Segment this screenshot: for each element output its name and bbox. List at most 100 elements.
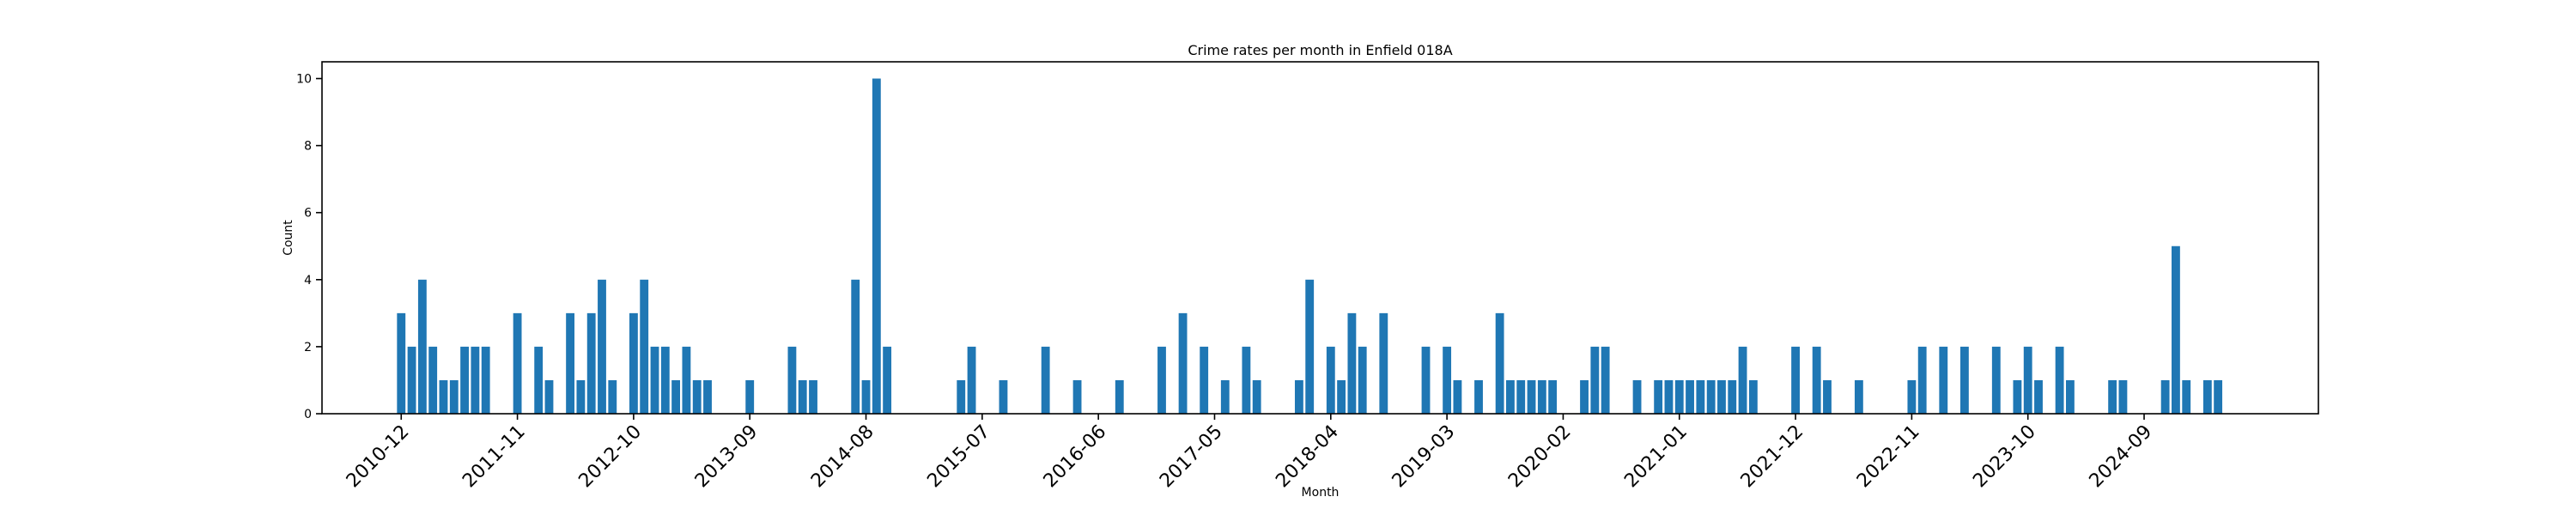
bar-2019-09 bbox=[1506, 379, 1515, 414]
bar-2011-05 bbox=[449, 379, 459, 414]
y-tick-label: 10 bbox=[296, 73, 312, 87]
bar-2014-08 bbox=[861, 379, 871, 414]
bar-2013-05 bbox=[703, 379, 712, 414]
x-axis-label: Month bbox=[1302, 486, 1340, 500]
bar-2012-08 bbox=[608, 379, 617, 414]
bar-2016-12 bbox=[1157, 346, 1166, 414]
bar-2023-02 bbox=[1939, 346, 1948, 414]
chart-title: Crime rates per month in Enfield 018A bbox=[1188, 42, 1452, 58]
bar-2023-11 bbox=[2034, 379, 2043, 414]
bar-2011-02 bbox=[417, 279, 427, 414]
bar-2025-01 bbox=[2182, 379, 2191, 414]
y-tick-label: 4 bbox=[304, 274, 312, 288]
bar-2023-10 bbox=[2023, 346, 2032, 414]
bar-2012-10 bbox=[629, 312, 638, 414]
bar-2018-04 bbox=[1326, 346, 1335, 414]
y-tick-label: 0 bbox=[304, 408, 312, 421]
bar-2025-04 bbox=[2214, 379, 2223, 414]
bar-2023-09 bbox=[2013, 379, 2022, 414]
plot-frame bbox=[321, 61, 2319, 415]
bar-2016-04 bbox=[1072, 379, 1082, 414]
bar-2021-06 bbox=[1728, 379, 1737, 414]
bar-2021-07 bbox=[1738, 346, 1747, 414]
bar-2024-02 bbox=[2065, 379, 2075, 414]
bar-2022-02 bbox=[1812, 346, 1821, 414]
bar-2021-04 bbox=[1706, 379, 1716, 414]
bar-2024-06 bbox=[2108, 379, 2117, 414]
bar-2014-01 bbox=[787, 346, 797, 414]
bar-2020-01 bbox=[1548, 379, 1558, 414]
bar-2014-03 bbox=[809, 379, 817, 414]
bar-2017-09 bbox=[1252, 379, 1261, 414]
bar-2011-08 bbox=[481, 346, 490, 414]
bar-2018-07 bbox=[1358, 346, 1367, 414]
bar-2022-11 bbox=[1907, 379, 1917, 414]
bar-2015-09 bbox=[999, 379, 1008, 414]
bar-2019-12 bbox=[1537, 379, 1546, 414]
bar-2019-08 bbox=[1495, 312, 1504, 414]
bar-2012-04 bbox=[566, 312, 575, 414]
bar-2014-09 bbox=[872, 78, 881, 415]
bar-2023-04 bbox=[1959, 346, 1969, 414]
bar-2016-01 bbox=[1041, 346, 1050, 414]
bar-2011-01 bbox=[407, 346, 416, 414]
bar-2011-07 bbox=[471, 346, 480, 414]
bar-2012-02 bbox=[544, 379, 554, 414]
bar-2016-08 bbox=[1115, 379, 1124, 414]
bar-2014-07 bbox=[851, 279, 860, 414]
bar-2012-07 bbox=[598, 279, 606, 414]
bar-2020-09 bbox=[1632, 379, 1642, 414]
bar-2013-09 bbox=[745, 379, 755, 414]
bar-2011-04 bbox=[439, 379, 448, 414]
bar-2020-11 bbox=[1654, 379, 1663, 414]
bar-2020-12 bbox=[1664, 379, 1674, 414]
bar-2011-06 bbox=[460, 346, 469, 414]
bar-2019-01 bbox=[1421, 346, 1431, 414]
bar-2024-11 bbox=[2160, 379, 2170, 414]
bar-2019-06 bbox=[1474, 379, 1483, 414]
bar-2011-03 bbox=[428, 346, 438, 414]
bar-2012-11 bbox=[640, 279, 649, 414]
bar-2012-01 bbox=[534, 346, 544, 414]
bar-2022-06 bbox=[1854, 379, 1863, 414]
bar-2019-11 bbox=[1527, 379, 1536, 414]
bar-2013-03 bbox=[682, 346, 691, 414]
bar-2018-06 bbox=[1347, 312, 1357, 414]
bar-2021-05 bbox=[1717, 379, 1726, 414]
bar-2017-08 bbox=[1242, 346, 1251, 414]
bar-2024-12 bbox=[2172, 245, 2180, 414]
bar-2021-12 bbox=[1791, 346, 1800, 414]
bar-2021-01 bbox=[1674, 379, 1684, 414]
bar-2019-03 bbox=[1443, 346, 1452, 414]
bar-2019-04 bbox=[1453, 379, 1462, 414]
bar-2012-05 bbox=[576, 379, 586, 414]
y-tick-label: 8 bbox=[304, 140, 312, 154]
bar-2014-10 bbox=[883, 346, 892, 414]
bar-2020-06 bbox=[1601, 346, 1610, 414]
y-tick-label: 6 bbox=[304, 207, 312, 221]
bar-2018-05 bbox=[1337, 379, 1346, 414]
bar-2015-06 bbox=[967, 346, 976, 414]
bar-2022-03 bbox=[1823, 379, 1832, 414]
bar-2014-02 bbox=[798, 379, 807, 414]
bar-2021-02 bbox=[1686, 379, 1694, 414]
bar-2021-03 bbox=[1696, 379, 1705, 414]
bar-2025-03 bbox=[2202, 379, 2212, 414]
y-axis: 0 2 4 6 8 10 bbox=[296, 73, 322, 421]
bar-2018-02 bbox=[1305, 279, 1315, 414]
bar-2010-12 bbox=[397, 312, 406, 414]
bar-2018-01 bbox=[1294, 379, 1303, 414]
bar-2020-05 bbox=[1590, 346, 1600, 414]
bar-2012-06 bbox=[586, 312, 596, 414]
bar-2012-12 bbox=[650, 346, 659, 414]
bar-2013-04 bbox=[692, 379, 702, 414]
bar-2024-01 bbox=[2055, 346, 2064, 414]
bar-2022-12 bbox=[1917, 346, 1927, 414]
bar-2020-04 bbox=[1580, 379, 1589, 414]
bar-2011-11 bbox=[513, 312, 522, 414]
bar-2017-04 bbox=[1200, 346, 1209, 414]
bar-2015-05 bbox=[957, 379, 966, 414]
bar-2019-10 bbox=[1516, 379, 1526, 414]
